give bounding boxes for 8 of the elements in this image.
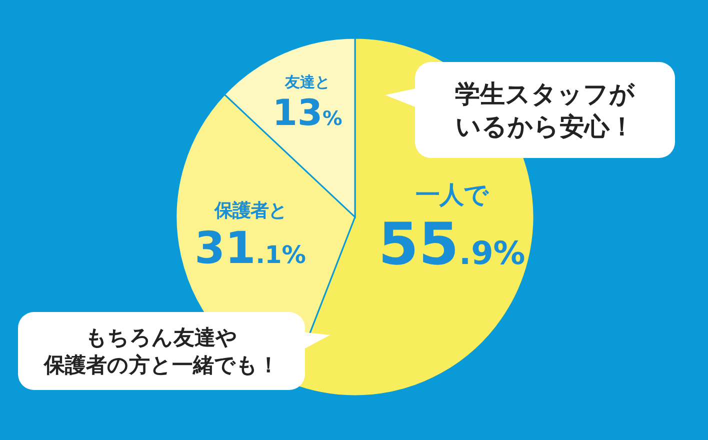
text: 学生スタッフがいるから安心！ (455, 80, 635, 141)
text: もちろん友達や保護者の方と一緒でも！ (43, 326, 279, 377)
slice-label: 保護者と (213, 200, 286, 222)
data-label: 13% (272, 92, 343, 134)
slice-label: 友達と (284, 73, 330, 92)
slice-label: 一人で (415, 180, 490, 210)
data-label: 31.1% (194, 222, 306, 274)
data-label: 55.9% (378, 210, 526, 278)
